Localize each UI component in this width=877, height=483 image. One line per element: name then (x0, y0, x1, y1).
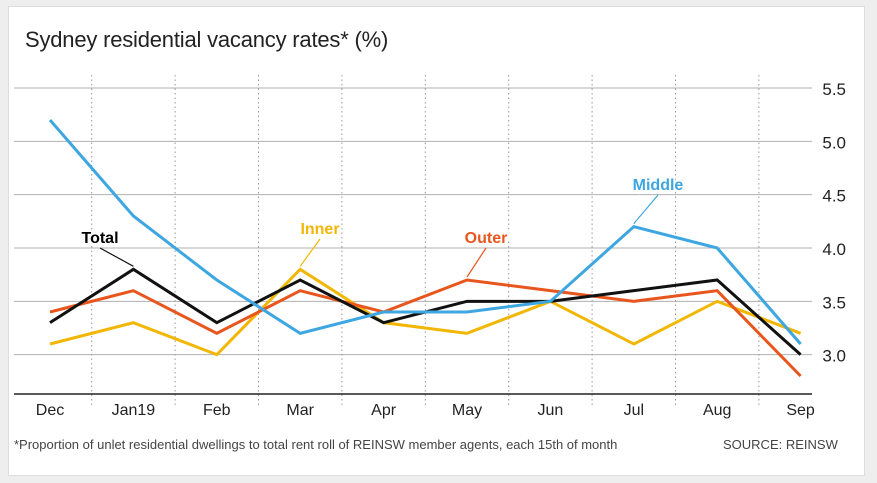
y-tick-label: 4.5 (822, 187, 846, 206)
source-note: SOURCE: REINSW (723, 437, 838, 452)
y-tick-label: 3.5 (822, 293, 846, 312)
series-label-inner: Inner (300, 221, 339, 238)
x-tick-label: May (452, 402, 482, 419)
series-line-outer (49, 278, 802, 378)
x-tick-label: Apr (371, 402, 397, 419)
chart-title: Sydney residential vacancy rates* (%) (25, 27, 389, 52)
series-leader-total (99, 247, 134, 267)
x-tick-label: Mar (286, 402, 314, 419)
footnote: *Proportion of unlet residential dwellin… (14, 437, 618, 452)
y-tick-label: 5.5 (822, 80, 846, 99)
series-line-inner (49, 267, 802, 357)
series-leader-inner (299, 238, 321, 267)
x-tick-label: Jan19 (112, 402, 156, 419)
x-tick-label: Jun (538, 402, 564, 419)
series-leader-outer (466, 247, 487, 278)
series-label-outer: Outer (465, 230, 508, 247)
x-tick-label: Dec (36, 402, 64, 419)
y-tick-label: 3.0 (822, 347, 846, 366)
series-label-middle: Middle (633, 177, 684, 194)
series-leader-middle (633, 194, 659, 225)
chart-card: Sydney residential vacancy rates* (%) (8, 6, 865, 476)
series-label-total: Total (81, 230, 118, 247)
x-tick-label: Aug (703, 402, 731, 419)
x-tick-label: Feb (203, 402, 231, 419)
y-tick-label: 4.0 (822, 240, 846, 259)
x-tick-label: Jul (624, 402, 644, 419)
series-line-middle (48, 119, 802, 345)
y-tick-label: 5.0 (822, 133, 846, 152)
x-tick-label: Sep (786, 402, 815, 419)
